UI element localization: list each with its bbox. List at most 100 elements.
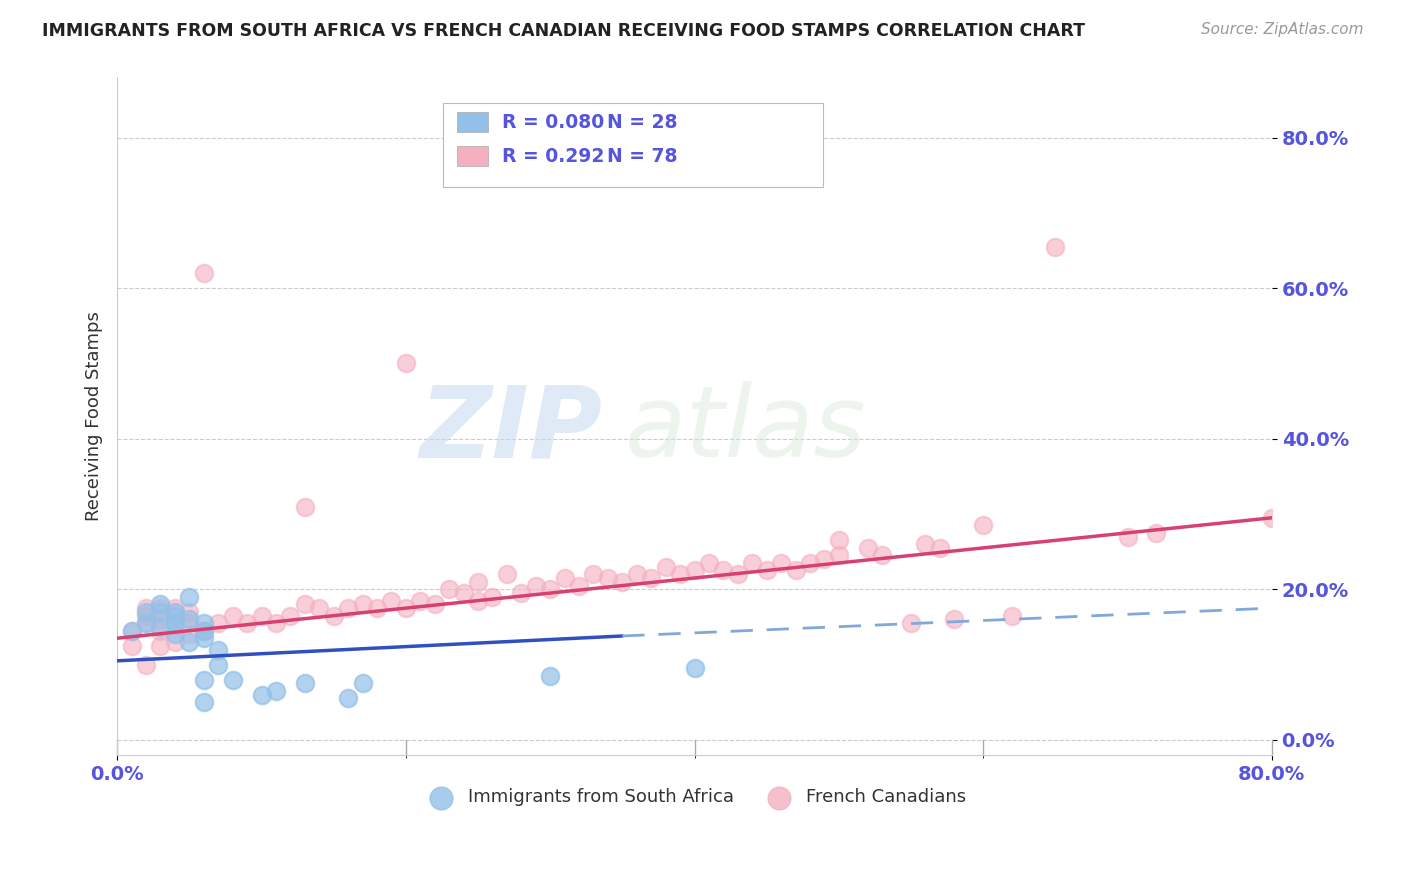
Point [179,616,201,631]
Point [943,612,966,626]
Point [352,598,374,612]
Legend: Immigrants from South Africa, French Canadians: Immigrants from South Africa, French Can… [416,781,973,814]
Point [481,590,503,604]
Point [121,624,143,638]
Point [135,601,157,615]
Y-axis label: Receiving Food Stamps: Receiving Food Stamps [86,311,103,521]
Point [366,601,388,615]
Text: atlas: atlas [626,381,868,478]
Point [467,574,489,589]
Point [972,518,994,533]
Point [711,564,734,578]
Text: R = 0.080: R = 0.080 [502,112,605,132]
Point [453,586,475,600]
Point [236,616,259,631]
Text: N = 28: N = 28 [607,112,678,132]
Point [395,356,418,370]
Point [669,567,692,582]
Point [640,571,662,585]
Point [799,556,821,570]
Point [264,616,287,631]
Point [179,635,201,649]
Point [149,624,172,638]
Text: N = 78: N = 78 [607,146,678,166]
Point [322,608,344,623]
Point [1144,525,1167,540]
Point [395,601,418,615]
Point [264,684,287,698]
Point [163,608,186,623]
Point [856,541,879,555]
Point [308,601,330,615]
Point [683,661,706,675]
Point [149,605,172,619]
Point [755,564,778,578]
Point [900,616,922,631]
Point [813,552,835,566]
Point [163,635,186,649]
Point [207,642,229,657]
Point [193,266,215,280]
Point [280,608,302,623]
Point [163,601,186,615]
Point [149,620,172,634]
Point [193,624,215,638]
Point [294,500,316,514]
Point [352,676,374,690]
Point [193,673,215,687]
Point [193,632,215,646]
Point [163,616,186,631]
Point [654,559,676,574]
Text: IMMIGRANTS FROM SOUTH AFRICA VS FRENCH CANADIAN RECEIVING FOOD STAMPS CORRELATIO: IMMIGRANTS FROM SOUTH AFRICA VS FRENCH C… [42,22,1085,40]
Point [554,571,576,585]
Point [626,567,648,582]
Point [741,556,763,570]
Point [163,616,186,631]
Point [163,627,186,641]
Point [612,574,634,589]
Point [409,593,432,607]
Text: R = 0.292: R = 0.292 [502,146,605,166]
Point [1116,530,1139,544]
Point [149,612,172,626]
Point [870,549,893,563]
Point [250,608,273,623]
Point [380,593,402,607]
Point [193,624,215,638]
Point [179,612,201,626]
Point [294,676,316,690]
Point [149,601,172,615]
Point [135,608,157,623]
Point [337,601,360,615]
Point [149,639,172,653]
Point [596,571,619,585]
Point [727,567,749,582]
Point [538,669,561,683]
Point [1261,510,1284,524]
Point [135,616,157,631]
Point [538,582,561,597]
Point [496,567,519,582]
Point [193,695,215,709]
Point [135,605,157,619]
Point [179,605,201,619]
Point [221,673,243,687]
Point [582,567,605,582]
Point [121,624,143,638]
Point [697,556,720,570]
Point [207,616,229,631]
Point [121,639,143,653]
Point [207,657,229,672]
Point [1045,240,1067,254]
Point [828,549,851,563]
Point [770,556,793,570]
Point [423,598,446,612]
Point [510,586,533,600]
Point [467,593,489,607]
Point [928,541,950,555]
Point [437,582,460,597]
Text: Source: ZipAtlas.com: Source: ZipAtlas.com [1201,22,1364,37]
Point [135,616,157,631]
Point [568,578,591,592]
Point [294,598,316,612]
